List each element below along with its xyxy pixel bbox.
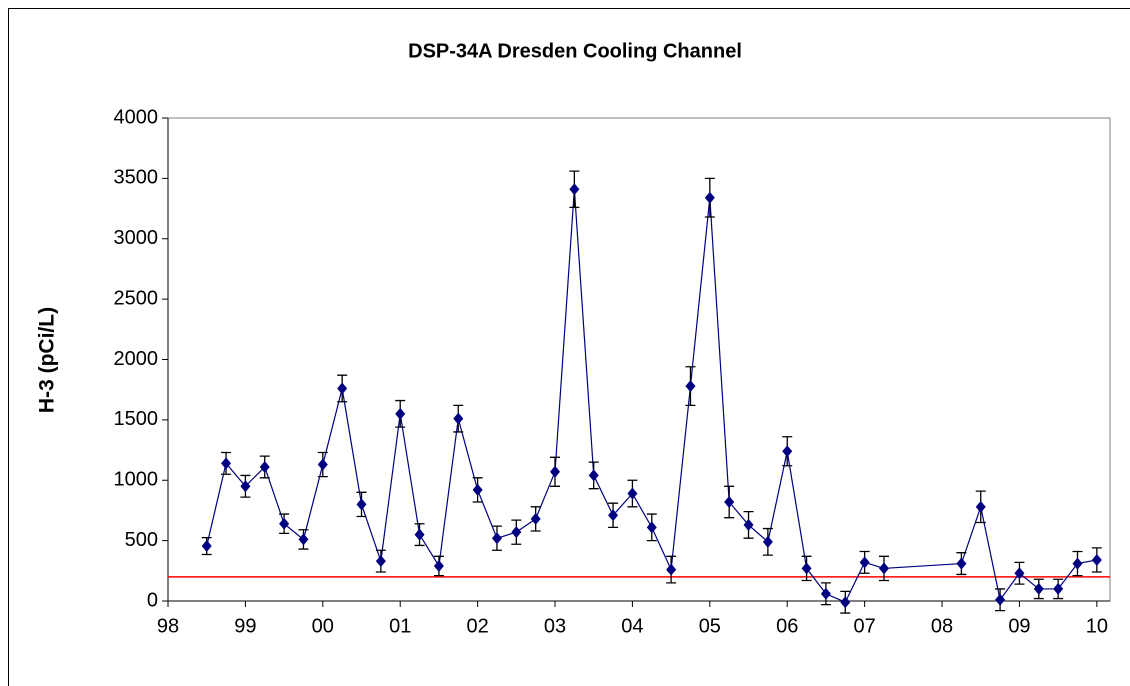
data-point bbox=[1014, 567, 1025, 580]
data-point bbox=[859, 556, 870, 569]
data-point bbox=[1053, 582, 1064, 595]
data-point bbox=[530, 512, 541, 525]
data-point bbox=[801, 562, 812, 575]
data-point bbox=[491, 532, 502, 545]
data-point bbox=[704, 191, 715, 204]
y-tick-label: 1000 bbox=[114, 469, 159, 491]
data-point bbox=[298, 533, 309, 546]
y-tick-label: 500 bbox=[125, 529, 158, 551]
x-tick-label: 05 bbox=[699, 615, 721, 637]
data-point bbox=[356, 498, 367, 511]
x-tick-label: 01 bbox=[389, 615, 411, 637]
chart-title: DSP-34A Dresden Cooling Channel bbox=[408, 40, 742, 62]
data-point bbox=[685, 380, 696, 393]
data-point bbox=[375, 555, 386, 568]
data-point bbox=[646, 521, 657, 534]
data-point bbox=[201, 540, 212, 553]
data-point bbox=[956, 557, 967, 570]
data-point bbox=[627, 487, 638, 500]
data-point bbox=[743, 518, 754, 531]
data-point bbox=[317, 458, 328, 471]
x-tick-label: 99 bbox=[234, 615, 256, 637]
y-tick-label: 3500 bbox=[114, 167, 159, 189]
data-point bbox=[511, 526, 522, 539]
data-point bbox=[259, 460, 270, 473]
y-tick-label: 2500 bbox=[114, 287, 159, 309]
data-point bbox=[820, 587, 831, 600]
data-point bbox=[1033, 582, 1044, 595]
x-tick-label: 03 bbox=[544, 615, 566, 637]
x-tick-label: 06 bbox=[776, 615, 798, 637]
x-tick-label: 07 bbox=[854, 615, 876, 637]
y-tick-label: 4000 bbox=[114, 106, 159, 128]
data-point bbox=[240, 480, 251, 493]
data-point bbox=[762, 535, 773, 548]
x-tick-label: 08 bbox=[931, 615, 953, 637]
data-point bbox=[666, 563, 677, 576]
data-point bbox=[279, 517, 290, 530]
plot-area bbox=[167, 117, 1111, 602]
y-tick-label: 1500 bbox=[114, 408, 159, 430]
data-point bbox=[975, 500, 986, 513]
y-tick-label: 0 bbox=[147, 589, 158, 611]
data-point bbox=[608, 509, 619, 522]
data-point bbox=[453, 412, 464, 425]
x-tick-label: 02 bbox=[466, 615, 488, 637]
x-tick-label: 09 bbox=[1008, 615, 1030, 637]
x-tick-label: 98 bbox=[157, 615, 179, 637]
data-point bbox=[550, 465, 561, 478]
x-tick-label: 04 bbox=[621, 615, 643, 637]
data-point bbox=[569, 183, 580, 196]
y-tick-label: 3000 bbox=[114, 227, 159, 249]
data-point bbox=[337, 382, 348, 395]
data-point bbox=[782, 445, 793, 458]
data-point bbox=[221, 457, 232, 470]
data-point bbox=[414, 528, 425, 541]
data-point bbox=[1091, 553, 1102, 566]
data-point bbox=[588, 469, 599, 482]
y-tick-label: 2000 bbox=[114, 348, 159, 370]
data-point bbox=[1072, 557, 1083, 570]
data-point bbox=[472, 483, 483, 496]
data-point bbox=[878, 562, 889, 575]
data-point bbox=[995, 593, 1006, 606]
data-line bbox=[206, 189, 1097, 603]
x-tick-label: 10 bbox=[1086, 615, 1108, 637]
chart-frame bbox=[8, 8, 1130, 686]
x-tick-label: 00 bbox=[312, 615, 334, 637]
data-point bbox=[433, 559, 444, 572]
data-point bbox=[724, 495, 735, 508]
y-axis-label: H-3 (pCi/L) bbox=[36, 307, 59, 413]
data-point bbox=[395, 407, 406, 420]
data-point bbox=[840, 596, 851, 609]
